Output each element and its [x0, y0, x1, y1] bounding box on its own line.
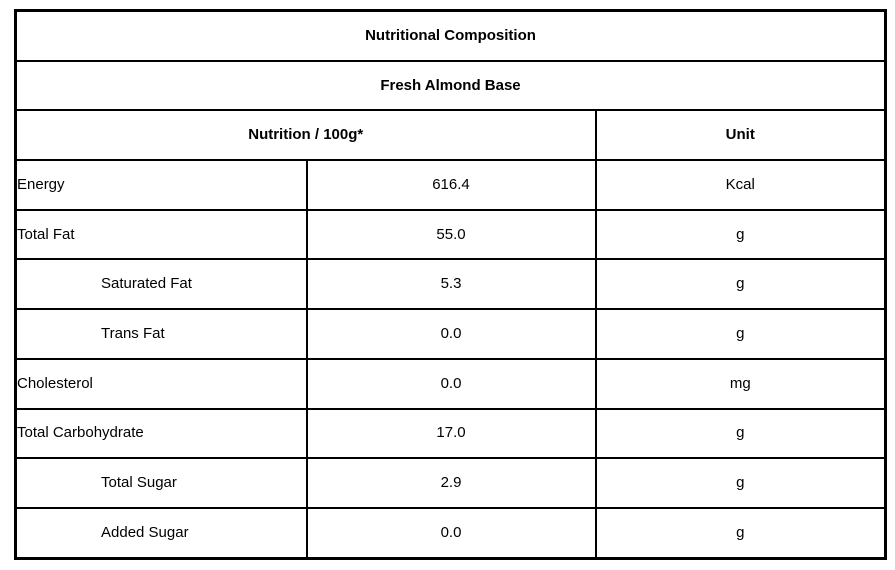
column-header-unit: Unit: [594, 109, 887, 162]
row-label: Saturated Fat: [14, 258, 308, 311]
table-subtitle: Fresh Almond Base: [14, 59, 887, 112]
row-value: 17.0: [305, 407, 597, 460]
row-unit: g: [594, 457, 887, 509]
table-row-cholesterol: Cholesterol 0.0 mg: [14, 357, 887, 410]
table-row-trans-fat: Trans Fat 0.0 g: [14, 308, 887, 360]
row-unit: g: [594, 208, 887, 261]
row-unit: g: [594, 506, 887, 560]
table-row-total-fat: Total Fat 55.0 g: [14, 208, 887, 261]
row-value: 0.0: [305, 357, 597, 410]
table-title: Nutritional Composition: [14, 9, 887, 62]
row-value: 5.3: [305, 258, 597, 311]
row-value: 0.0: [305, 308, 597, 360]
nutrition-table: Nutritional Composition Fresh Almond Bas…: [14, 9, 888, 560]
row-label: Total Fat: [14, 208, 308, 261]
row-unit: g: [594, 258, 887, 311]
row-unit: g: [594, 407, 887, 460]
row-label: Cholesterol: [14, 357, 308, 410]
row-label: Total Carbohydrate: [14, 407, 308, 460]
column-header-row: Nutrition / 100g* Unit: [14, 109, 887, 162]
row-unit: mg: [594, 357, 887, 410]
row-value: 616.4: [305, 159, 597, 211]
table-row-total-carbohydrate: Total Carbohydrate 17.0 g: [14, 407, 887, 460]
title-row: Nutritional Composition: [14, 9, 887, 62]
column-header-nutrition: Nutrition / 100g*: [14, 109, 597, 162]
table-row-total-sugar: Total Sugar 2.9 g: [14, 457, 887, 509]
table-row-energy: Energy 616.4 Kcal: [14, 159, 887, 211]
row-value: 2.9: [305, 457, 597, 509]
table-row-added-sugar: Added Sugar 0.0 g: [14, 506, 887, 560]
row-unit: Kcal: [594, 159, 887, 211]
row-value: 0.0: [305, 506, 597, 560]
row-value: 55.0: [305, 208, 597, 261]
table-row-saturated-fat: Saturated Fat 5.3 g: [14, 258, 887, 311]
row-unit: g: [594, 308, 887, 360]
row-label: Added Sugar: [14, 506, 308, 560]
subtitle-row: Fresh Almond Base: [14, 59, 887, 112]
row-label: Trans Fat: [14, 308, 308, 360]
row-label: Total Sugar: [14, 457, 308, 509]
row-label: Energy: [14, 159, 308, 211]
